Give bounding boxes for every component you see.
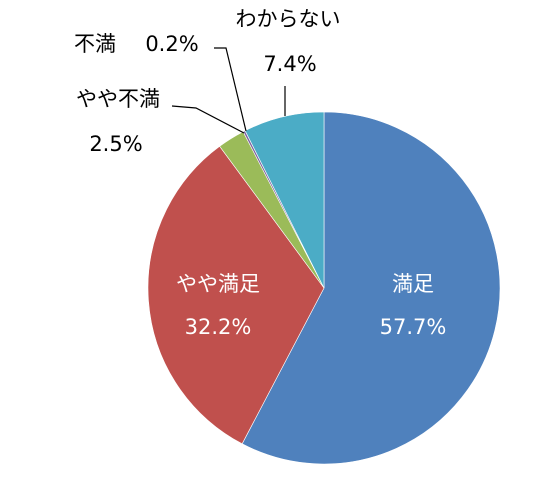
category-label: やや不満	[76, 87, 160, 111]
value-label: 57.7%	[380, 315, 447, 339]
category-label: やや満足	[176, 272, 260, 296]
value-label: 0.2%	[145, 32, 198, 56]
slice	[244, 111, 325, 289]
value-label: 7.4%	[263, 52, 316, 76]
slice	[241, 111, 501, 465]
category-label: わからない	[236, 7, 341, 31]
value-label: 32.2%	[185, 315, 252, 339]
slice	[147, 145, 325, 445]
leader-line	[171, 105, 245, 134]
pie	[147, 111, 501, 465]
value-label: 2.5%	[89, 132, 142, 156]
category-label: 不満	[74, 32, 116, 56]
category-label: 満足	[392, 272, 434, 296]
leader-line	[214, 47, 247, 132]
